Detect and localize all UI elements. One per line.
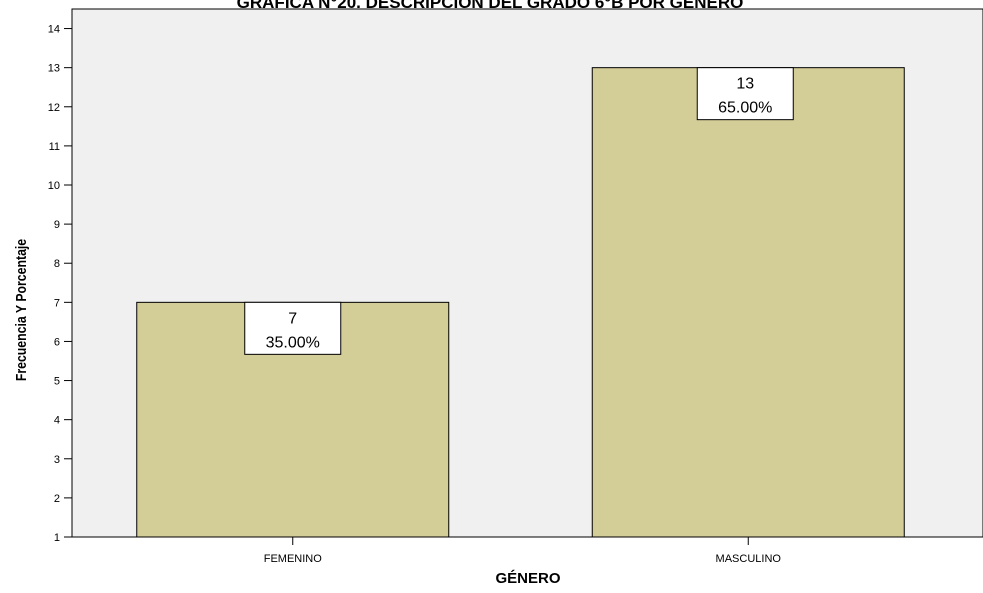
y-tick-label: 13 xyxy=(48,63,60,75)
data-label-percent: 35.00% xyxy=(266,334,320,351)
data-label-percent: 65.00% xyxy=(718,100,772,117)
y-tick-label: 3 xyxy=(54,454,60,466)
y-tick-label: 8 xyxy=(54,258,60,270)
y-tick-label: 5 xyxy=(54,376,60,388)
x-tick-label: MASCULINO xyxy=(716,553,782,565)
y-tick-label: 4 xyxy=(54,415,60,427)
y-tick-label: 10 xyxy=(48,180,60,192)
bar-masculino xyxy=(591,67,905,538)
data-label: 13 65.00% xyxy=(696,67,794,121)
y-tick-label: 2 xyxy=(54,493,60,505)
x-axis-title: GÉNERO xyxy=(495,570,560,587)
y-tick-label: 11 xyxy=(49,141,60,153)
x-tick-label: FEMENINO xyxy=(264,553,323,565)
chart-title: GRÁFICA N°20. DESCRIPCIÓN DEL GRADO 6°B … xyxy=(237,0,744,12)
data-label-box xyxy=(244,301,342,355)
data-label-count: 7 xyxy=(288,310,297,327)
y-tick-label: 1 xyxy=(54,532,60,544)
data-label-box xyxy=(696,67,794,121)
y-tick-label: 9 xyxy=(54,219,60,231)
data-label-count: 13 xyxy=(736,76,754,93)
y-tick-label: 6 xyxy=(54,336,60,348)
y-tick-label: 7 xyxy=(54,297,60,309)
y-tick-label: 14 xyxy=(48,24,60,36)
y-tick-label: 12 xyxy=(48,102,60,114)
data-label: 7 35.00% xyxy=(244,301,342,355)
y-axis-title: Frecuencia Y Porcentaje xyxy=(13,239,29,382)
